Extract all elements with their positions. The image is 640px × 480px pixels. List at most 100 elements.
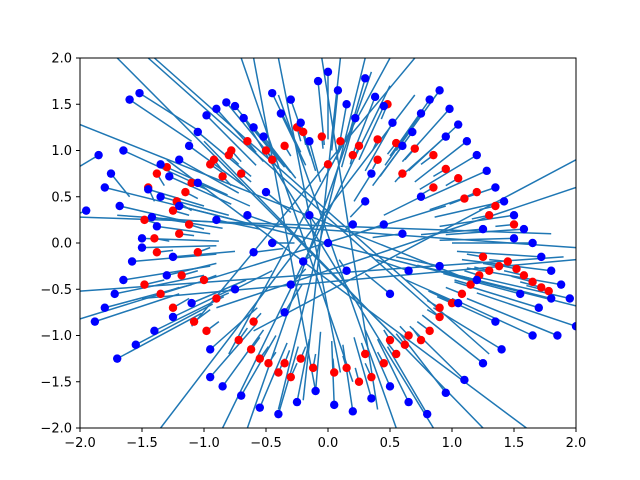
connection-line	[335, 104, 348, 160]
y-tick-label: 0.5	[51, 190, 72, 205]
connection-line	[129, 99, 193, 142]
blue-data-point	[462, 137, 472, 146]
connection-line	[221, 329, 265, 387]
red-data-point	[202, 326, 211, 336]
red-data-point	[429, 183, 438, 192]
blue-data-point	[175, 201, 184, 211]
blue-data-point	[135, 88, 144, 98]
red-data-point	[404, 331, 413, 340]
connection-line	[197, 182, 251, 207]
connection-line	[330, 90, 339, 151]
red-data-point	[152, 248, 162, 257]
blue-data-point	[230, 101, 240, 111]
blue-data-point	[168, 312, 178, 322]
blue-data-point	[556, 280, 566, 289]
blue-data-point	[193, 127, 202, 137]
connection-line	[119, 205, 180, 221]
red-data-point	[544, 286, 553, 296]
blue-data-point	[125, 95, 134, 104]
red-data-point	[199, 275, 209, 285]
connection-line	[443, 272, 521, 295]
connection-line	[296, 339, 311, 403]
connection-line	[240, 113, 435, 428]
connection-line	[372, 233, 403, 239]
connection-line	[80, 154, 99, 168]
blue-data-point	[162, 271, 171, 280]
scatter-points	[82, 67, 576, 419]
blue-data-point	[100, 303, 110, 312]
blue-data-point	[553, 331, 562, 340]
connection-line	[353, 173, 373, 202]
connection-line	[439, 214, 515, 228]
connection-line	[188, 145, 245, 187]
red-data-point	[150, 234, 159, 243]
red-data-point	[503, 257, 512, 266]
y-tick-label: −2.0	[40, 422, 72, 437]
blue-data-point	[528, 238, 537, 248]
connection-line	[342, 344, 354, 412]
blue-data-point	[565, 294, 574, 303]
red-data-point	[261, 146, 271, 155]
red-data-point	[187, 178, 196, 188]
blue-data-point	[286, 95, 295, 104]
blue-data-point	[398, 141, 407, 151]
connection-line	[376, 338, 410, 403]
connection-line	[280, 113, 307, 166]
x-tick-label: −1.5	[126, 436, 158, 451]
blue-data-point	[100, 183, 110, 192]
blue-data-point	[330, 400, 339, 410]
red-data-point	[454, 174, 463, 183]
blue-data-point	[249, 123, 258, 132]
connection-line	[409, 325, 465, 381]
connection-line	[209, 307, 258, 350]
connection-line	[209, 323, 257, 378]
connection-line	[364, 122, 394, 172]
blue-data-point	[416, 109, 426, 118]
connection-line	[379, 131, 413, 177]
blue-data-point	[187, 298, 196, 308]
connection-line	[451, 297, 533, 337]
connection-line	[197, 131, 252, 177]
connection-line	[466, 267, 562, 286]
blue-data-point	[385, 382, 395, 391]
y-tick-label: −0.5	[40, 283, 72, 298]
connection-line	[420, 228, 484, 236]
connection-line	[414, 140, 468, 183]
blue-data-point	[491, 183, 500, 192]
blue-data-point	[361, 197, 370, 206]
connection-line	[384, 113, 422, 166]
y-tick-label: 1.0	[51, 144, 72, 159]
red-data-point	[264, 359, 273, 368]
connection-line	[172, 250, 236, 258]
x-tick-label: 0.5	[380, 436, 401, 451]
connection-line	[168, 175, 232, 205]
blue-data-point	[150, 326, 159, 336]
blue-data-point	[115, 201, 124, 211]
connection-line	[154, 295, 225, 332]
blue-data-point	[537, 252, 546, 262]
red-data-point	[494, 261, 504, 271]
red-data-point	[308, 363, 318, 373]
connection-line	[396, 256, 440, 267]
blue-data-point	[379, 101, 388, 111]
blue-data-point	[367, 169, 376, 178]
blue-data-point	[388, 118, 397, 127]
blue-data-point	[534, 303, 543, 312]
red-data-point	[237, 169, 246, 178]
connection-line	[178, 159, 240, 194]
blue-data-point	[230, 285, 240, 294]
red-data-point	[317, 132, 326, 141]
blue-data-point	[268, 88, 277, 98]
blue-data-point	[156, 160, 165, 169]
blue-data-point	[152, 222, 162, 231]
connection-line	[160, 94, 416, 428]
red-data-point	[435, 312, 444, 322]
red-data-point	[466, 280, 475, 289]
blue-data-point	[156, 192, 165, 201]
blue-data-point	[305, 137, 314, 146]
red-data-point	[234, 335, 243, 345]
red-data-point	[472, 187, 481, 197]
connection-line	[424, 170, 488, 200]
red-data-point	[429, 150, 438, 160]
blue-data-point	[435, 86, 444, 95]
